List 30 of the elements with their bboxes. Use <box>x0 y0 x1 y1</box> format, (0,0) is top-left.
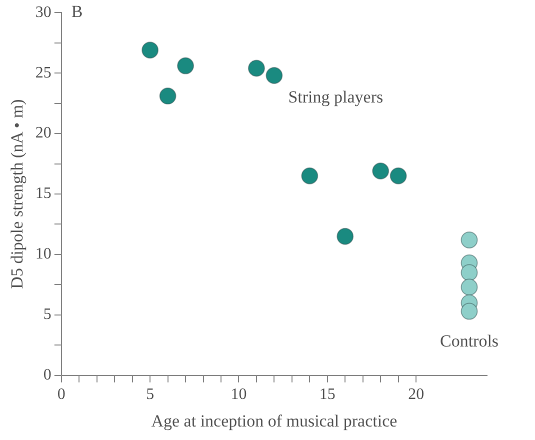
x-tick-label: 15 <box>319 386 336 404</box>
y-tick-label: 5 <box>43 306 52 324</box>
x-tick-label: 10 <box>230 386 247 404</box>
point <box>159 88 176 105</box>
point <box>248 60 265 77</box>
point <box>142 42 159 59</box>
point <box>266 66 283 84</box>
point <box>460 302 478 320</box>
y-tick-label: 20 <box>35 124 52 142</box>
x-tick-label: 0 <box>57 386 66 404</box>
point <box>177 57 194 74</box>
point <box>372 162 390 180</box>
point <box>460 231 478 248</box>
y-tick-label: 10 <box>35 246 52 263</box>
x-axis-title: Age at inception of musical practice <box>151 411 398 430</box>
x-tick-label: 20 <box>408 386 424 404</box>
point <box>301 167 318 184</box>
y-tick-label: 30 <box>35 4 52 21</box>
point <box>460 264 478 282</box>
point <box>390 167 407 184</box>
y-tick-label: 15 <box>35 185 52 202</box>
y-tick-label: 0 <box>43 366 52 384</box>
x-tick-label: 5 <box>146 386 154 404</box>
y-tick-label: 25 <box>35 64 52 82</box>
series-label: String players <box>288 87 384 106</box>
point <box>336 228 354 245</box>
series-label: Controls <box>440 331 499 350</box>
chart-title: B <box>71 2 83 22</box>
point <box>460 278 478 296</box>
y-axis-title: D5 dipole strength (nA • m) <box>8 99 27 289</box>
